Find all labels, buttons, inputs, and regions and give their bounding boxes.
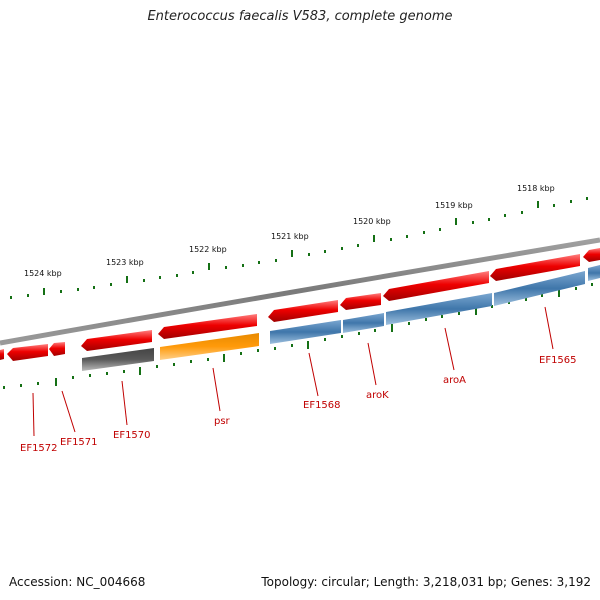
gene-bar[interactable] (270, 320, 341, 344)
reverse-genes (82, 265, 600, 371)
map-title: Enterococcus faecalis V583, complete gen… (147, 9, 453, 24)
gene-arrow[interactable] (340, 293, 381, 310)
kbp-label: 1523 kbp (106, 258, 144, 267)
major-tick (455, 218, 457, 225)
gene-label[interactable]: aroK (366, 390, 389, 401)
accession-text: Accession: NC_004668 (9, 575, 146, 589)
gene-arrow[interactable] (158, 314, 257, 339)
gene-arrow[interactable] (7, 344, 48, 361)
gene-label[interactable]: EF1568 (303, 400, 341, 411)
gene-label[interactable]: aroA (443, 375, 466, 386)
major-tick (43, 288, 45, 295)
gene-bar[interactable] (494, 271, 585, 306)
outer-scale (10, 197, 588, 299)
kbp-label: 1522 kbp (189, 245, 227, 254)
inner-scale (3, 283, 593, 389)
kbp-label: 1524 kbp (24, 269, 62, 278)
forward-genes (0, 248, 600, 361)
genome-summary-text: Topology: circular; Length: 3,218,031 bp… (261, 575, 591, 589)
gene-label[interactable]: EF1570 (113, 430, 151, 441)
major-tick (373, 235, 375, 242)
gene-arrow[interactable] (268, 300, 338, 322)
major-tick (291, 250, 293, 257)
pseudo-gene-bar[interactable] (82, 348, 154, 371)
kbp-label: 1521 kbp (271, 232, 309, 241)
gene-bar[interactable] (386, 293, 492, 325)
gene-bar[interactable] (343, 313, 384, 333)
gene-arrow[interactable] (0, 349, 4, 360)
gene-arrow[interactable] (49, 342, 65, 356)
major-tick (126, 276, 128, 283)
kbp-label: 1520 kbp (353, 217, 391, 226)
rna-gene-bar[interactable] (160, 333, 259, 360)
genome-backbone (0, 237, 600, 346)
gene-arrow[interactable] (583, 248, 600, 262)
gene-arrow[interactable] (383, 271, 489, 301)
gene-label[interactable]: EF1571 (60, 437, 98, 448)
leader-lines (32, 306, 554, 437)
gene-label[interactable]: EF1572 (20, 443, 58, 454)
major-tick (208, 263, 210, 270)
kbp-label: 1519 kbp (435, 201, 473, 210)
gene-bar[interactable] (588, 265, 600, 281)
gene-arrow[interactable] (490, 254, 580, 281)
minor-ticks (10, 197, 588, 299)
major-tick (537, 201, 539, 208)
gene-label[interactable]: EF1565 (539, 355, 577, 366)
gene-label[interactable]: psr (214, 416, 231, 427)
kbp-label: 1518 kbp (517, 184, 555, 193)
gene-arrow[interactable] (81, 330, 152, 351)
